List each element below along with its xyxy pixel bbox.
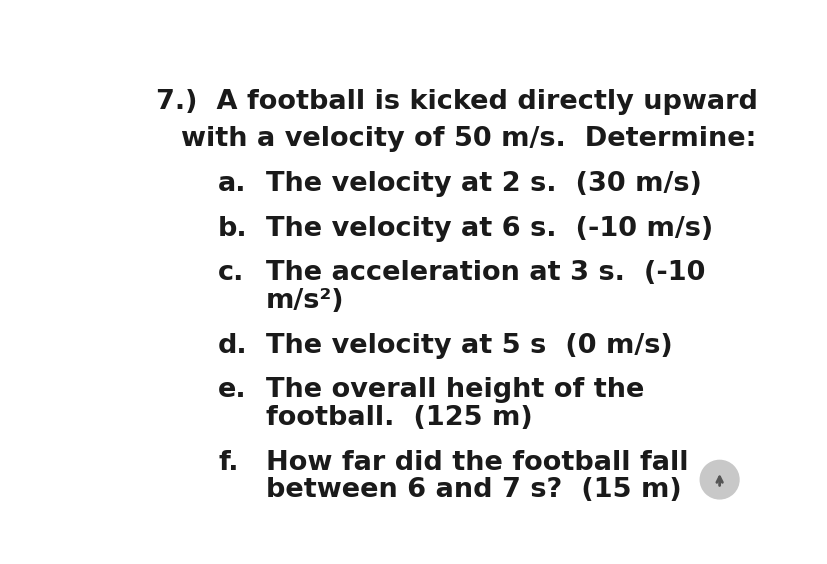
Text: e.: e. bbox=[218, 377, 246, 403]
Text: The velocity at 6 s.  (-10 m/s): The velocity at 6 s. (-10 m/s) bbox=[266, 215, 713, 241]
Text: d.: d. bbox=[218, 333, 247, 359]
Text: a.: a. bbox=[218, 171, 246, 197]
Text: between 6 and 7 s?  (15 m): between 6 and 7 s? (15 m) bbox=[266, 477, 681, 503]
Text: The velocity at 2 s.  (30 m/s): The velocity at 2 s. (30 m/s) bbox=[266, 171, 701, 197]
Text: 7.)  A football is kicked directly upward: 7.) A football is kicked directly upward bbox=[156, 89, 758, 115]
Text: The overall height of the: The overall height of the bbox=[266, 377, 644, 403]
Text: football.  (125 m): football. (125 m) bbox=[266, 405, 533, 431]
Text: The velocity at 5 s  (0 m/s): The velocity at 5 s (0 m/s) bbox=[266, 333, 672, 359]
Text: How far did the football fall: How far did the football fall bbox=[266, 450, 688, 475]
Circle shape bbox=[700, 460, 739, 499]
Text: m/s²): m/s²) bbox=[266, 288, 345, 314]
Text: with a velocity of 50 m/s.  Determine:: with a velocity of 50 m/s. Determine: bbox=[181, 126, 755, 152]
Text: f.: f. bbox=[218, 450, 238, 475]
Text: The acceleration at 3 s.  (-10: The acceleration at 3 s. (-10 bbox=[266, 260, 705, 286]
Text: b.: b. bbox=[218, 215, 247, 241]
Text: c.: c. bbox=[218, 260, 244, 286]
